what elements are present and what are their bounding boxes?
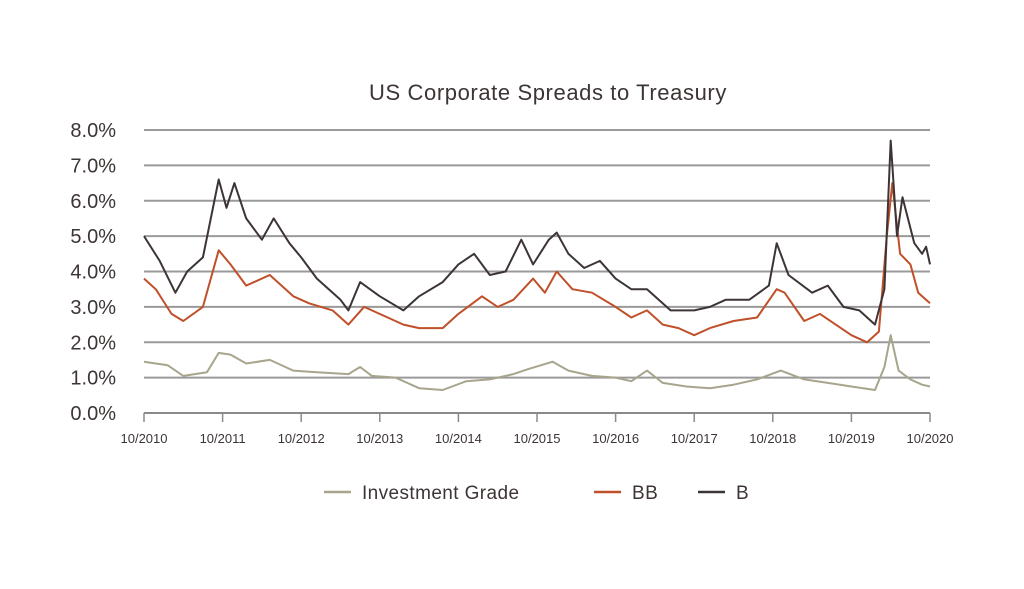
legend: Investment Grade BB B xyxy=(324,483,749,504)
y-axis: 0.0% 1.0% 2.0% 3.0% 4.0% 5.0% 6.0% 7.0% 8.0% xyxy=(70,120,116,425)
y-tick-label: 4.0% xyxy=(70,262,116,284)
x-tick-label: 10/2016 xyxy=(592,431,639,446)
x-tick-label: 10/2018 xyxy=(749,431,796,446)
y-tick-label: 2.0% xyxy=(70,332,116,354)
x-tick-label: 10/2014 xyxy=(435,431,482,446)
series-lines xyxy=(143,139,931,391)
legend-label: BB xyxy=(632,483,658,504)
series-line-bb xyxy=(143,182,931,344)
x-tick-label: 10/2010 xyxy=(121,431,168,446)
x-tick-label: 10/2017 xyxy=(671,431,718,446)
y-tick-label: 3.0% xyxy=(70,297,116,319)
y-tick-label: 6.0% xyxy=(70,191,116,213)
y-tick-label: 0.0% xyxy=(70,403,116,425)
x-tick-label: 10/2012 xyxy=(278,431,325,446)
x-tick-label: 10/2020 xyxy=(907,431,954,446)
x-tick-label: 10/2011 xyxy=(200,431,246,446)
x-tick-label: 10/2015 xyxy=(514,431,561,446)
y-tick-label: 8.0% xyxy=(70,120,116,142)
gridlines xyxy=(144,129,930,379)
y-tick-label: 1.0% xyxy=(70,368,116,390)
x-tick-label: 10/2019 xyxy=(828,431,875,446)
x-axis: 10/2010 10/2011 10/2012 10/2013 10/2014 10/20… xyxy=(121,412,954,446)
y-tick-label: 7.0% xyxy=(70,155,116,177)
series-line-b xyxy=(143,139,931,326)
legend-label: B xyxy=(736,483,749,504)
x-tick-label: 10/2013 xyxy=(356,431,403,446)
series-line-investment-grade xyxy=(143,334,931,391)
y-tick-label: 5.0% xyxy=(70,226,116,248)
chart-title: US Corporate Spreads to Treasury xyxy=(369,80,727,105)
legend-label: Investment Grade xyxy=(362,483,519,504)
